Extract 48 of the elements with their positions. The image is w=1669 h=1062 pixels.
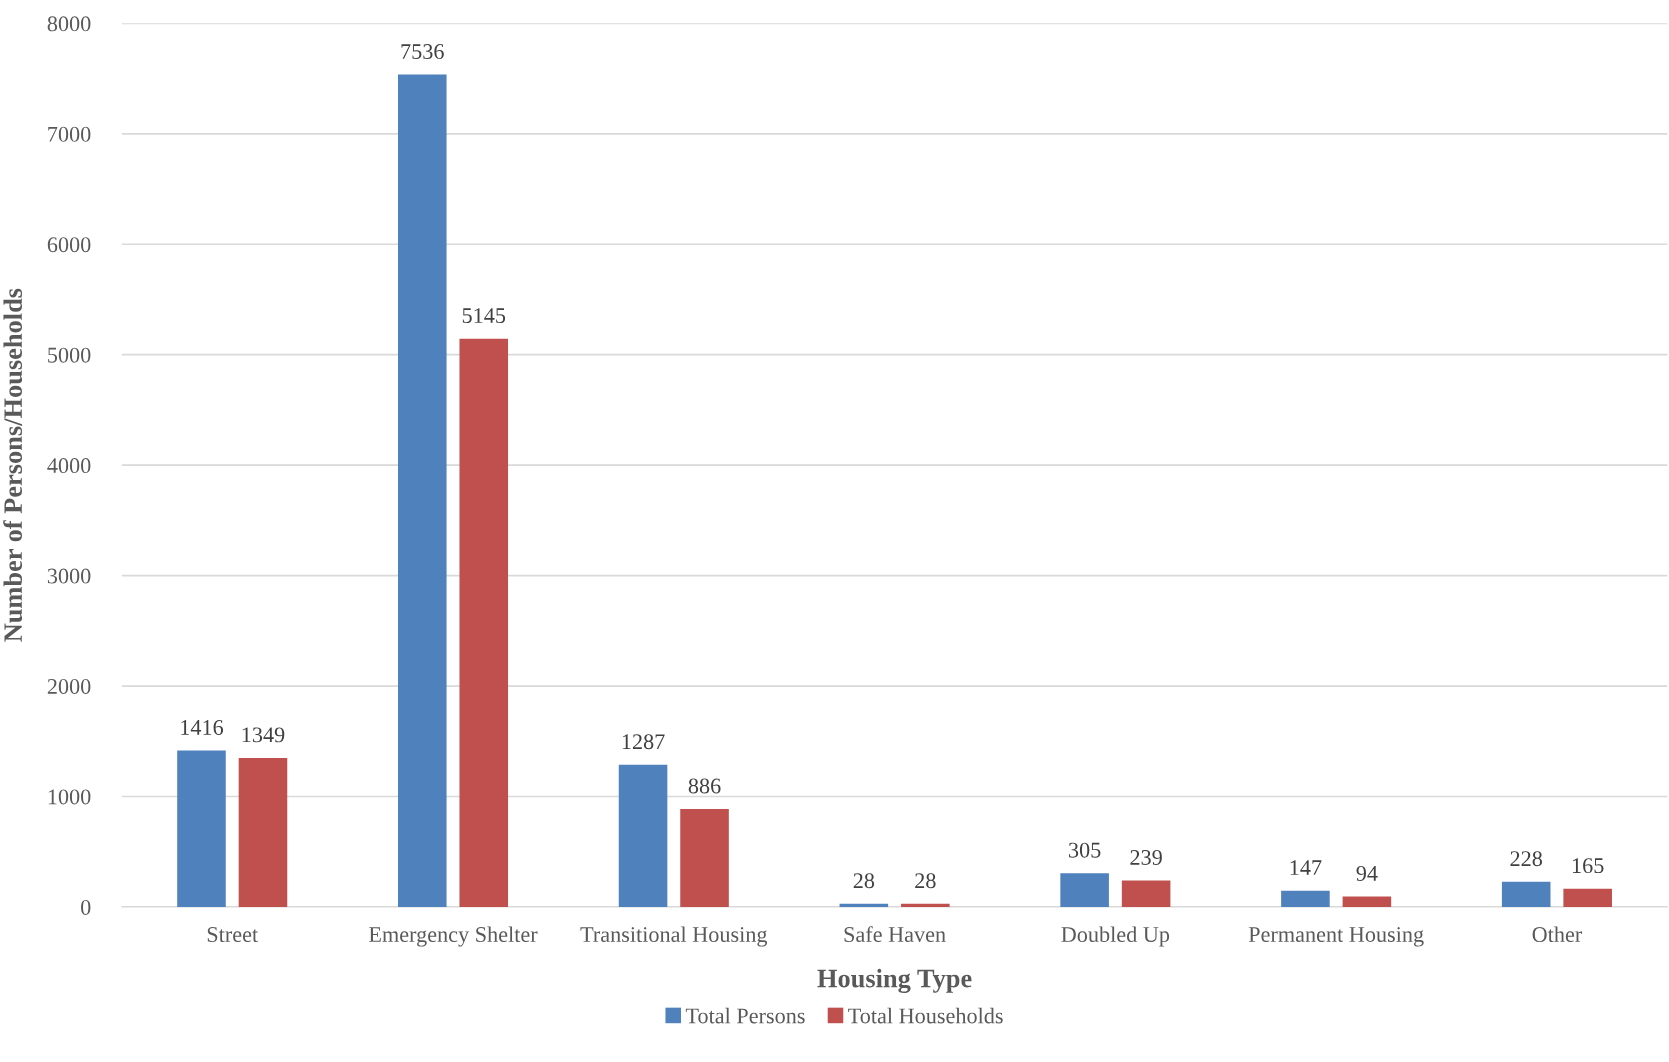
y-tick-label: 8000 — [47, 16, 91, 32]
x-tick-label: Transitional Housing — [580, 926, 768, 947]
data-label: 28 — [853, 873, 875, 889]
y-tick-label: 5000 — [48, 347, 91, 363]
x-tick-label: Street — [207, 927, 259, 943]
x-tick-label: Doubled Up — [1061, 926, 1170, 947]
data-label: 1287 — [622, 734, 665, 750]
data-label: 239 — [1130, 849, 1162, 865]
bar — [1563, 888, 1612, 907]
data-label: 1416 — [181, 719, 224, 735]
data-label: 5145 — [462, 308, 506, 324]
x-tick-label: Permanent Housing — [1248, 927, 1424, 947]
data-label: 147 — [1290, 860, 1322, 875]
data-label: 886 — [688, 778, 721, 794]
data-label: 228 — [1510, 851, 1543, 867]
bar — [177, 750, 226, 907]
x-tick-label: Other — [1532, 926, 1583, 943]
bar — [1121, 880, 1171, 907]
legend-label: Total Persons — [685, 1007, 805, 1024]
y-tick-label: 4000 — [47, 458, 91, 474]
data-label: 28 — [915, 873, 936, 889]
x-axis-title: Housing Type — [817, 968, 972, 993]
data-label: 94 — [1356, 866, 1378, 881]
y-tick-label: 2000 — [47, 678, 91, 694]
bar — [238, 757, 288, 907]
data-label: 1349 — [242, 727, 285, 743]
y-tick-label: 3000 — [47, 568, 91, 584]
bar — [1281, 890, 1330, 907]
y-axis-title: Number of Persons/Households — [3, 288, 23, 642]
data-label: 165 — [1572, 858, 1604, 874]
bar — [618, 764, 668, 907]
y-tick-label: 0 — [81, 899, 91, 915]
data-label: 7536 — [401, 44, 444, 59]
data-label: 305 — [1069, 842, 1101, 858]
x-tick-label: Emergency Shelter — [369, 926, 538, 947]
x-tick-label: Safe Haven — [844, 926, 946, 943]
legend-label: Total Households — [848, 1007, 1003, 1024]
bar — [1060, 873, 1109, 907]
bar — [1501, 881, 1551, 907]
bar — [459, 338, 509, 907]
bar — [1342, 896, 1392, 907]
y-tick-label: 1000 — [48, 789, 91, 805]
bar — [397, 74, 447, 907]
bar — [680, 809, 729, 907]
bar — [839, 903, 889, 907]
y-tick-label: 7000 — [48, 126, 91, 142]
bar — [901, 903, 950, 907]
y-tick-label: 6000 — [47, 237, 91, 253]
